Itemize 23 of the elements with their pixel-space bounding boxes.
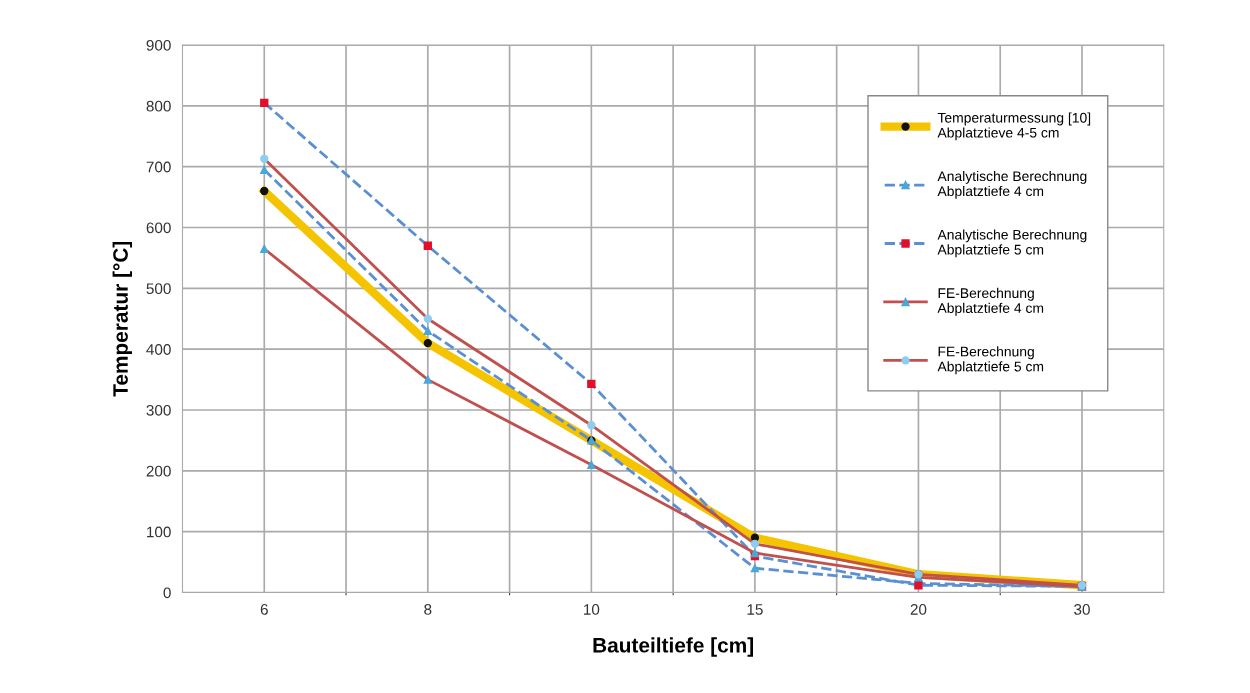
x-tick-label: 8 — [424, 604, 432, 615]
y-tick-label: 700 — [146, 161, 171, 173]
y-tick-label: 100 — [147, 526, 171, 538]
x-tick-label: 20 — [910, 604, 927, 615]
y-tick-label: 300 — [146, 404, 171, 416]
y-tick-label: 500 — [146, 283, 171, 295]
x-axis-title: Bauteiltiefe [cm] — [593, 637, 753, 657]
legend-label: Analytische Berechnung Abplatztiefe 5 cm — [937, 229, 1087, 258]
x-tick-label: 15 — [747, 604, 763, 615]
y-tick-label: 900 — [146, 39, 171, 51]
x-tick-label: 10 — [584, 604, 600, 615]
y-tick-label: 0 — [163, 587, 171, 599]
legend-label: FE-Berechnung Abplatztiefe 4 cm — [937, 287, 1044, 316]
y-tick-label: 400 — [146, 344, 171, 355]
y-axis-title: Temperatur [°C] — [112, 241, 133, 397]
x-tick-label: 6 — [260, 604, 268, 615]
legend-label: FE-Berechnung Abplatztiefe 5 cm — [937, 346, 1044, 375]
legend-label: Temperaturmessung [10] Abplatztieve 4-5 cm — [937, 112, 1091, 141]
y-tick-label: 600 — [146, 222, 171, 234]
y-tick-label: 200 — [146, 465, 171, 477]
y-tick-label: 800 — [146, 100, 171, 112]
x-tick-label: 30 — [1074, 604, 1090, 615]
legend-label: Analytische Berechnung Abplatztiefe 4 cm — [937, 170, 1087, 199]
